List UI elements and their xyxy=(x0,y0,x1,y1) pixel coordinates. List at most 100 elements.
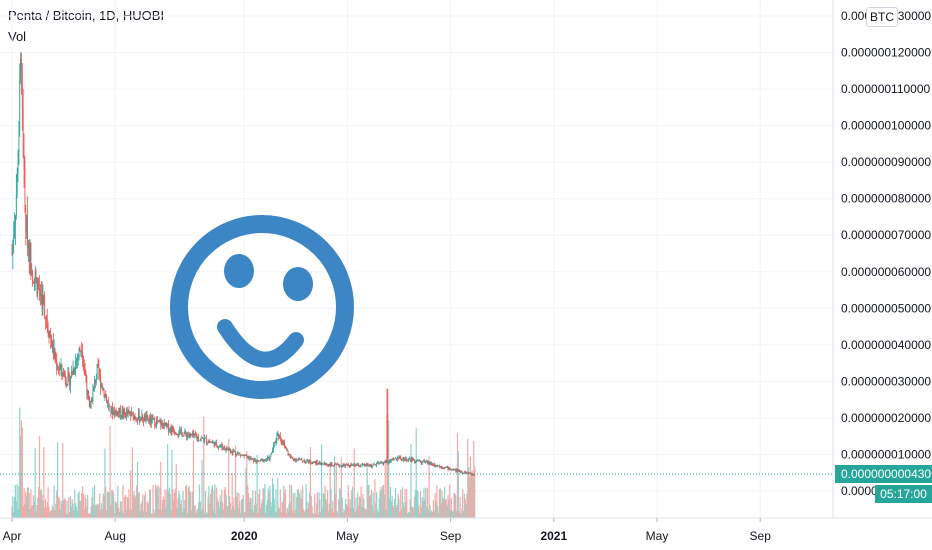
candle-body xyxy=(246,455,248,457)
volume-bar xyxy=(113,513,115,518)
candle-body xyxy=(84,368,86,374)
volume-bar xyxy=(70,506,72,518)
volume-bar xyxy=(390,501,392,518)
volume-bar xyxy=(399,511,401,518)
candle-body xyxy=(71,371,73,375)
candle-body xyxy=(340,465,342,467)
price-axis[interactable]: 0.0000001300000.0000001200000.0000001100… xyxy=(841,9,931,498)
volume-bar xyxy=(282,501,284,518)
candle-body xyxy=(135,418,137,420)
candle-body xyxy=(66,384,68,386)
volume-bar xyxy=(71,499,73,518)
volume-bar xyxy=(222,502,224,518)
candle-body xyxy=(359,466,360,467)
candle-body xyxy=(125,412,126,417)
volume-bar xyxy=(464,498,466,518)
volume-bar xyxy=(290,485,293,518)
volume-bar xyxy=(257,512,259,518)
candle-body xyxy=(27,214,28,248)
candle-body xyxy=(327,464,329,466)
candle-body xyxy=(227,448,229,450)
volume-bar xyxy=(87,513,90,518)
volume-bar xyxy=(108,492,110,518)
volume-bar xyxy=(373,511,375,518)
volume-bar xyxy=(274,512,276,518)
candle-body xyxy=(92,390,94,402)
candle-body xyxy=(414,462,416,463)
candle-body xyxy=(291,457,292,459)
candle-body xyxy=(45,316,46,318)
candle-body xyxy=(15,194,17,216)
candle-body xyxy=(181,432,183,437)
candle-body xyxy=(408,458,409,461)
volume-bar xyxy=(438,488,441,518)
volume-bar xyxy=(140,504,142,518)
candle-body xyxy=(336,464,338,465)
volume-bar xyxy=(462,510,465,518)
candle-body xyxy=(353,463,354,465)
candle-body xyxy=(402,460,403,461)
candle-body xyxy=(334,463,335,467)
volume-bar xyxy=(281,502,283,518)
candle-body xyxy=(218,446,220,447)
candle-body xyxy=(225,447,227,450)
volume-bar xyxy=(334,494,336,518)
currency-badge[interactable]: BTC xyxy=(866,7,898,27)
candle-body xyxy=(76,360,77,362)
candle-body xyxy=(47,325,49,333)
candle-body xyxy=(291,457,293,459)
volume-bar xyxy=(26,487,29,518)
volume-bar xyxy=(447,495,449,518)
volume-bar xyxy=(303,512,305,518)
volume-bar xyxy=(241,499,243,518)
volume-bar xyxy=(407,513,409,518)
price-tick-label: 0.000000040000 xyxy=(841,338,931,352)
volume-bar xyxy=(278,507,280,518)
volume-bar xyxy=(409,499,411,518)
candle-body xyxy=(251,458,253,460)
candle-body xyxy=(29,242,31,262)
volume-bar xyxy=(391,495,393,518)
time-tick-label: Aug xyxy=(105,529,126,543)
candle-body xyxy=(334,463,336,465)
candle-body xyxy=(384,461,386,463)
volume-bar xyxy=(206,512,208,518)
candle-body xyxy=(306,459,308,461)
candle-body xyxy=(233,450,235,452)
candle-body xyxy=(153,418,155,420)
candle-body xyxy=(165,423,167,426)
volume-bar xyxy=(349,507,351,518)
candle-body xyxy=(238,453,240,454)
volume-bar xyxy=(80,500,82,518)
candle-body xyxy=(132,412,133,414)
candle-body xyxy=(64,375,66,381)
volume-bar xyxy=(247,484,249,518)
candle-body xyxy=(399,457,401,459)
volume-bar xyxy=(300,489,302,518)
candle-body xyxy=(79,348,81,352)
volume-bar xyxy=(24,504,26,518)
candle-body xyxy=(57,368,58,370)
volume-bar xyxy=(339,487,341,518)
candle-body xyxy=(193,433,195,436)
candle-body xyxy=(58,369,60,371)
candle-body xyxy=(203,438,205,442)
volume-bar xyxy=(238,493,240,518)
volume-bar xyxy=(167,491,170,518)
candle-body xyxy=(283,442,285,445)
candle-body xyxy=(375,464,377,466)
candle-body xyxy=(33,283,34,285)
volume-bar xyxy=(259,489,261,518)
candle-body xyxy=(358,464,359,467)
volume-bar xyxy=(264,484,266,518)
candle-body xyxy=(107,400,109,407)
time-axis[interactable]: Apr Aug 2020 May Sep 2021 May Sep xyxy=(3,518,772,543)
volume-bar xyxy=(424,499,426,518)
volume-bar xyxy=(467,439,469,518)
candle-body xyxy=(324,463,326,464)
volume-bar xyxy=(457,451,459,518)
candle-body xyxy=(90,400,92,409)
candle-body xyxy=(53,348,55,356)
volume-bar xyxy=(329,467,331,518)
